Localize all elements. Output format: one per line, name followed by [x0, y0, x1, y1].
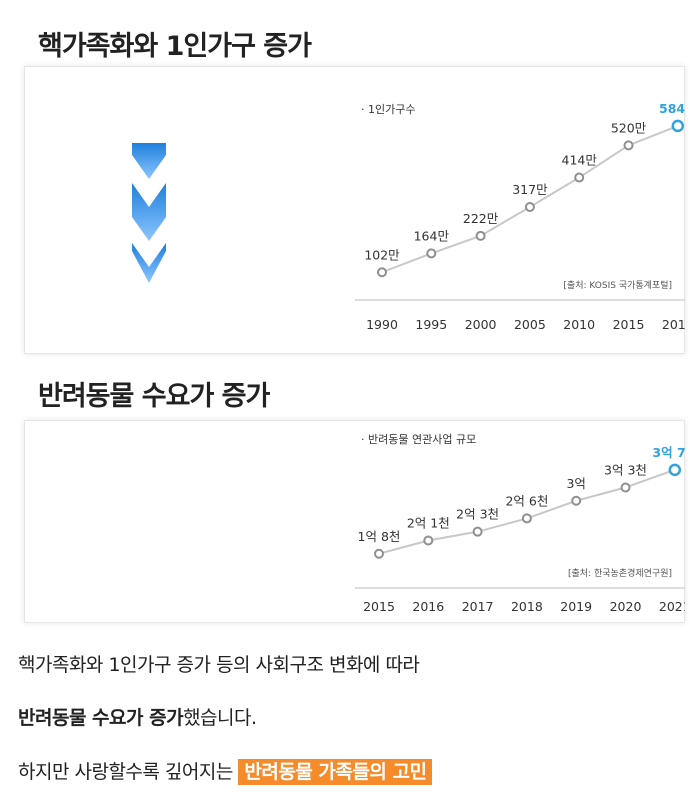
pet-industry-chart-panel: · 반려동물 연관사업 규모 1억 8천 2억 1천 2억 3천 2억 6천 3억 3억 3…: [24, 420, 685, 623]
section-title-pet-demand: 반려동물 수요가 증가: [38, 381, 270, 412]
data-label: 414만: [562, 153, 598, 168]
data-point: [571, 495, 582, 506]
data-label: 102만: [364, 247, 400, 262]
x-tick-label: 2010: [563, 317, 595, 332]
chevron-down-icon: [132, 143, 166, 179]
x-tick-label: 2015: [613, 317, 645, 332]
x-tick-label: 1990: [366, 317, 398, 332]
intro-text-line1: 핵가족화와 1인가구 증가 등의 사회구조 변화에 따라: [18, 654, 420, 676]
down-arrows-icon: [132, 143, 166, 283]
chevron-down-icon: [132, 183, 166, 241]
section-title-single-households: 핵가족화와 1인가구 증가: [38, 31, 312, 62]
data-point: [671, 119, 685, 133]
x-tick-label: 2005: [514, 317, 546, 332]
data-point: [472, 526, 483, 537]
data-label: 2억 1천: [407, 516, 450, 531]
intro-text-line2: 반려동물 수요가 증가했습니다.: [18, 703, 257, 730]
data-point: [423, 535, 434, 546]
data-label: 164만: [414, 228, 450, 243]
data-point: [620, 482, 631, 493]
data-label: 3억: [566, 476, 585, 491]
x-tick-label: 2015: [363, 599, 395, 614]
x-tick-label: 1995: [415, 317, 447, 332]
chart-title: · 1인가구수: [361, 103, 415, 116]
data-point: [524, 201, 535, 212]
x-tick-label: 2020: [610, 599, 642, 614]
intro-text-line3-plain: 하지만 사랑할수록 깊어지는: [18, 761, 239, 783]
series-line: [381, 124, 679, 274]
data-point: [521, 513, 532, 524]
data-label: 3억 3천: [604, 463, 647, 478]
x-tick-label: 2017: [462, 599, 494, 614]
data-label: 2억 6천: [505, 493, 548, 508]
data-label: 584만: [659, 101, 685, 116]
data-label: 2억 3천: [456, 507, 499, 522]
data-label: 317만: [512, 182, 548, 197]
data-point: [623, 140, 634, 151]
x-tick-label: 2018: [662, 317, 685, 332]
chart-source: [출처: 한국농촌경제연구원]: [568, 567, 672, 579]
x-tick-label: 2018: [511, 599, 543, 614]
data-point: [475, 230, 486, 241]
data-label: 222만: [463, 211, 499, 226]
chevron-down-icon: [132, 243, 166, 283]
data-label: 1억 8천: [358, 529, 401, 544]
data-point: [574, 172, 585, 183]
single-household-line-chart: · 1인가구수 102만 164만 222만 317만 414만 520만 584만 [출처: …: [355, 101, 685, 332]
x-tick-label: 2016: [412, 599, 444, 614]
data-label: 520만: [611, 120, 647, 135]
x-tick-label: 2019: [560, 599, 592, 614]
pet-demand-bold-text: 반려동물 수요가 증가: [18, 707, 184, 729]
data-point: [374, 548, 384, 559]
data-point: [377, 267, 387, 278]
data-label: 3억 7천: [652, 445, 685, 460]
single-household-chart-panel: · 1인가구수 102만 164만 222만 317만 414만 520만 584만 [출처: …: [24, 66, 685, 354]
x-tick-label: 2000: [465, 317, 497, 332]
data-point: [668, 463, 682, 477]
intro-text-line2-rest: 했습니다.: [183, 707, 257, 729]
chart-source: [출처: KOSIS 국가통계포털]: [563, 279, 672, 291]
x-tick-label: 2021: [659, 599, 685, 614]
data-point: [426, 248, 437, 259]
intro-text-line3: 하지만 사랑할수록 깊어지는 반려동물 가족들의 고민: [18, 757, 433, 785]
pet-family-concern-highlight: 반려동물 가족들의 고민: [238, 759, 433, 785]
pet-industry-line-chart: · 반려동물 연관사업 규모 1억 8천 2억 1천 2억 3천 2억 6천 3억 3억 3…: [355, 433, 685, 614]
chart-title: · 반려동물 연관사업 규모: [361, 433, 476, 446]
